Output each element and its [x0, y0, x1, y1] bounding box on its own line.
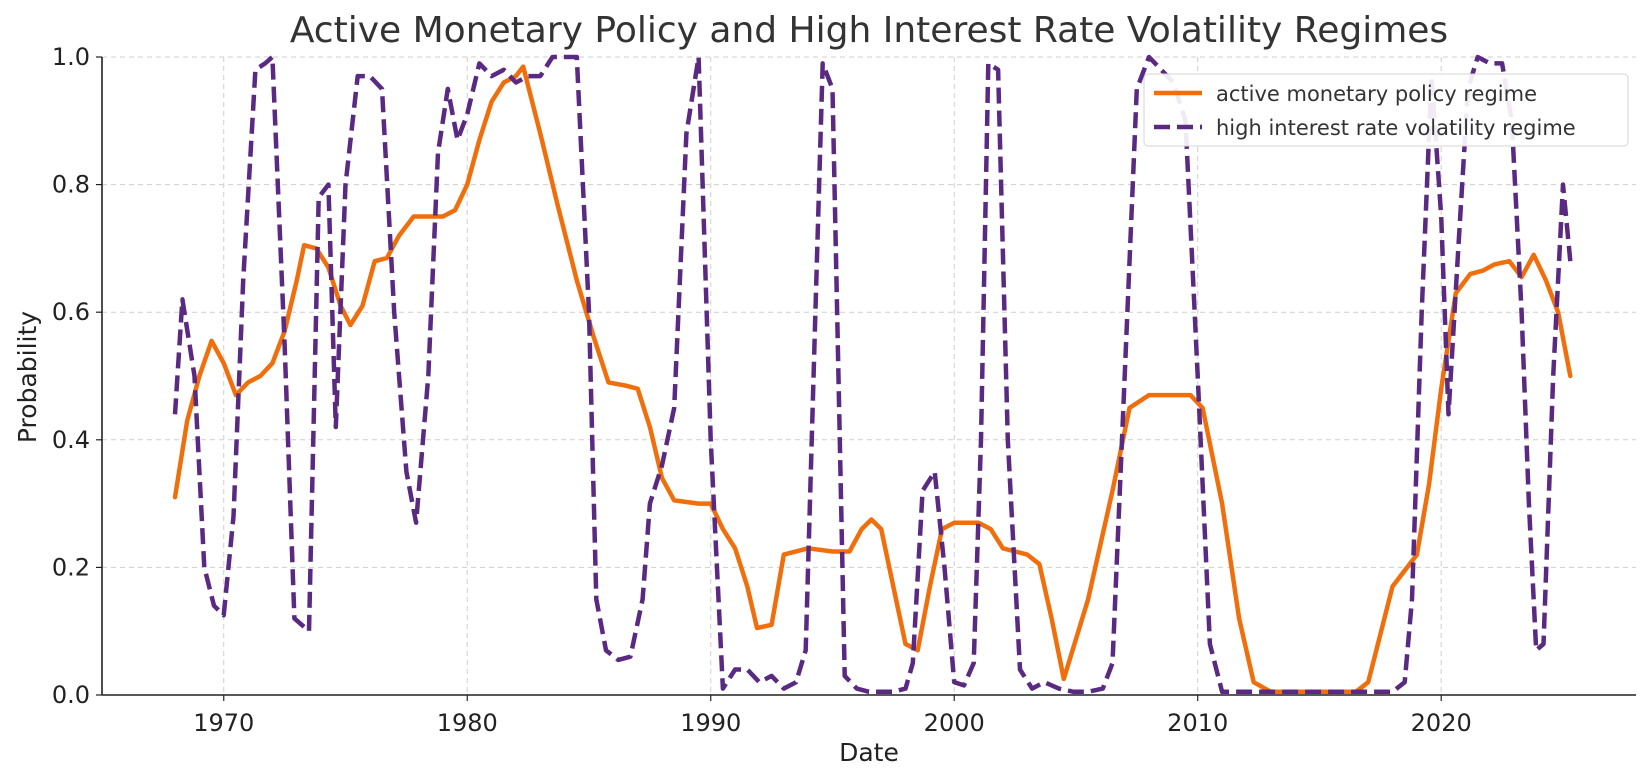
x-tick-label: 2010: [1167, 709, 1228, 737]
x-tick-label: 2020: [1411, 709, 1472, 737]
y-tick-label: 1.0: [52, 43, 90, 71]
legend: active monetary policy regime high inter…: [1143, 73, 1629, 147]
y-axis-label: Probability: [13, 311, 42, 443]
y-tick-label: 0.8: [52, 171, 90, 199]
series-line-high-volatility: [172, 54, 1573, 695]
x-tick-label: 1970: [193, 709, 254, 737]
legend-label-high-volatility: high interest rate volatility regime: [1216, 116, 1576, 140]
y-tick-label: 0.2: [52, 553, 90, 581]
x-tick-label: 1980: [437, 709, 498, 737]
y-tick-label: 0.6: [52, 298, 90, 326]
series-line-active-policy: [172, 64, 1573, 695]
x-axis-label: Date: [839, 738, 899, 767]
x-tick-label: 2000: [924, 709, 985, 737]
chart-title: Active Monetary Policy and High Interest…: [290, 10, 1448, 51]
legend-label-active-policy: active monetary policy regime: [1216, 82, 1537, 106]
series-group: [172, 54, 1573, 695]
x-tick-label: 1990: [680, 709, 741, 737]
y-tick-label: 0.0: [52, 681, 90, 709]
y-tick-label: 0.4: [52, 426, 90, 454]
ticks: 1970 1980 1990 2000 2010 2020 0.0 0.2 0.4 0.6 0.8 1…: [52, 43, 1472, 737]
axes: [101, 57, 1636, 696]
legend-box: [1143, 73, 1629, 147]
